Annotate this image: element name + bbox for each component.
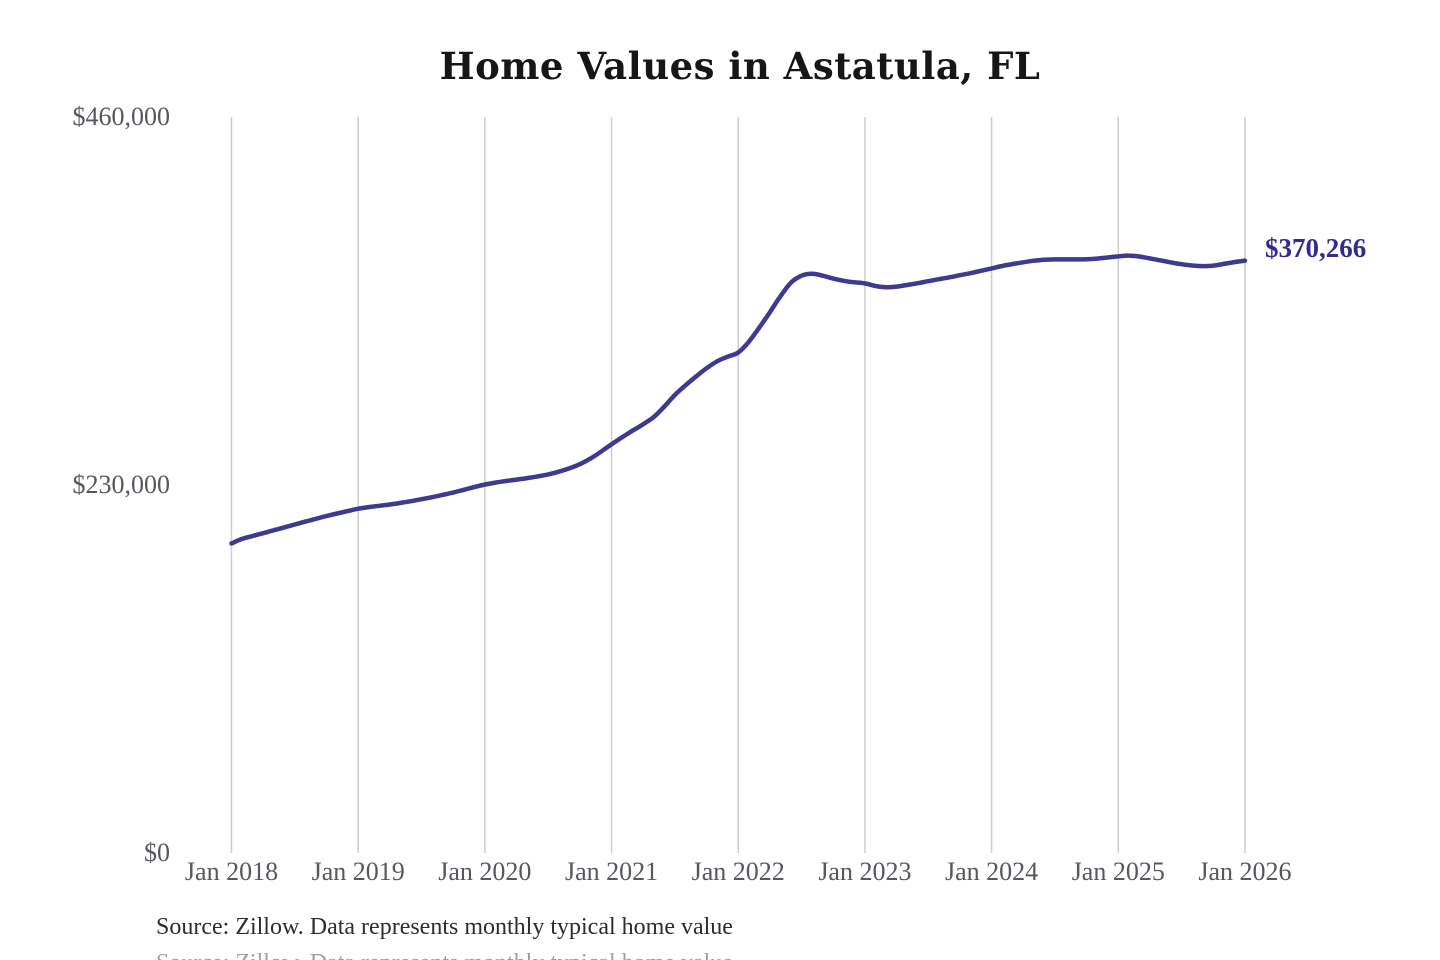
source-caption: Source: Zillow. Data represents monthly …: [156, 914, 733, 940]
latest-value-label: $370,266: [1264, 232, 1367, 263]
home-value-line: [229, 253, 1248, 546]
gridlines-group: [230, 117, 1246, 853]
chart-title: Home Values in Astatula, FL: [439, 44, 1041, 88]
clipped-text-line: Source: Zillow. Data represents monthly …: [156, 950, 836, 960]
